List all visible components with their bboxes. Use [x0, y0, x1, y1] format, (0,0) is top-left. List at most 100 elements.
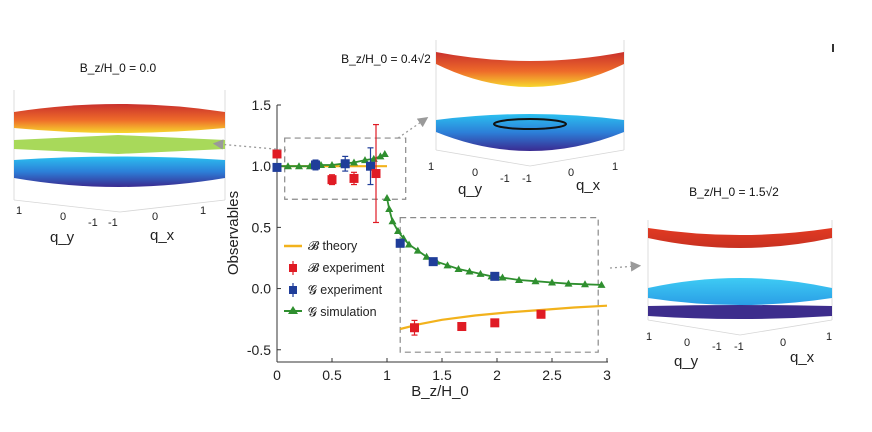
b-experiment-point — [536, 309, 546, 319]
arrow-to-left-inset — [212, 139, 287, 151]
left-tick-3: -1 — [88, 217, 98, 229]
simulation-point — [380, 149, 389, 157]
right-tick-6: 1 — [826, 331, 832, 343]
y-tick-label: 1.0 — [252, 158, 272, 174]
simulation-point — [350, 158, 358, 166]
right-lower-band — [648, 305, 832, 319]
arrow-to-right-inset — [609, 261, 642, 272]
top-tick-5: 0 — [568, 167, 574, 179]
b-experiment-series — [272, 123, 546, 336]
top-tick-3: -1 — [500, 173, 510, 185]
b-experiment-point — [490, 318, 500, 328]
simulation-point — [328, 160, 336, 168]
simulation-point — [465, 267, 474, 275]
right-middle-band — [648, 278, 832, 305]
right-upper-band — [648, 228, 832, 248]
simulation-point — [597, 280, 606, 288]
g-experiment-point — [366, 161, 375, 171]
legend-b-exp-swatch — [289, 264, 297, 272]
b-experiment-point — [349, 173, 359, 183]
g-experiment-point — [490, 271, 500, 281]
top-tick-4: -1 — [522, 173, 532, 185]
left-qy-label: q_y — [50, 229, 75, 246]
simulation-point — [476, 269, 485, 277]
left-middle-plane — [14, 135, 225, 154]
legend-b-exp-label: 𝓑 experiment — [308, 261, 385, 275]
simulation-point — [295, 162, 303, 170]
y-tick-label: 0.5 — [252, 219, 272, 235]
x-tick-label: 2.5 — [542, 367, 562, 383]
x-tick-label: 3 — [603, 367, 611, 383]
top-tick-6: 1 — [612, 161, 618, 173]
y-tick-label: 0.0 — [252, 281, 272, 297]
g-experiment-point — [311, 160, 320, 170]
legend-theory-label: 𝓑 theory — [308, 239, 358, 253]
b-experiment-point — [410, 323, 419, 333]
axis-ticks: 0 0.5 1 1.5 2 2.5 3 1.5 1.0 0.5 0.0 -0.5 — [247, 97, 611, 383]
b-experiment-point — [371, 169, 381, 179]
simulation-point — [498, 273, 507, 281]
edge-mark — [832, 44, 834, 52]
x-tick-label: 2 — [493, 367, 501, 383]
x-tick-label: 0 — [273, 367, 281, 383]
legend-g-exp-label: 𝓖 experiment — [308, 283, 383, 297]
top-qy-label: q_y — [458, 181, 483, 198]
x-axis-label: B_z/H_0 — [411, 383, 469, 400]
left-lower-band — [14, 156, 225, 187]
y-tick-label: -0.5 — [247, 342, 271, 358]
g-experiment-point — [272, 162, 282, 172]
x-tick-label: 1 — [383, 367, 391, 383]
left-qx-label: q_x — [150, 227, 175, 244]
top-inset-title: B_z/H_0 = 0.4√2 — [341, 52, 431, 66]
left-tick-6: 1 — [200, 205, 206, 217]
simulation-point — [284, 162, 292, 170]
right-inset-title: B_z/H_0 = 1.5√2 — [689, 185, 779, 199]
top-inset: B_z/H_0 = 0.4√2 1 0 -1 -1 0 1 q_y q_x — [341, 40, 625, 198]
simulation-point — [454, 264, 463, 272]
simulation-point — [422, 252, 431, 260]
simulation-point — [388, 217, 397, 225]
legend-sim-swatch — [288, 306, 298, 314]
simulation-point — [515, 276, 523, 284]
simulation-point — [581, 280, 589, 288]
right-qy-label: q_y — [674, 353, 699, 370]
theory-line — [399, 304, 608, 331]
legend-g-exp-swatch — [289, 286, 297, 294]
simulation-point — [564, 279, 573, 287]
simulation-point — [385, 205, 394, 213]
x-tick-label: 1.5 — [432, 367, 452, 383]
right-tick-2: 0 — [684, 337, 690, 349]
top-tick-2: 0 — [472, 167, 478, 179]
g-experiment-point — [340, 159, 350, 169]
left-tick-4: -1 — [108, 217, 118, 229]
b-experiment-point — [327, 175, 337, 185]
simulation-point — [376, 152, 385, 160]
left-upper-band — [14, 104, 225, 133]
y-axis-label: Observables — [225, 191, 242, 275]
right-tick-1: 1 — [646, 331, 652, 343]
simulation-point — [443, 261, 452, 269]
top-lower-band — [436, 114, 624, 151]
b-experiment-point — [457, 322, 467, 332]
right-inset: B_z/H_0 = 1.5√2 1 0 -1 -1 0 1 q_y q_x — [646, 185, 833, 370]
right-tick-5: 0 — [780, 337, 786, 349]
b-experiment-point — [272, 149, 282, 159]
arrow-to-top-inset — [397, 117, 429, 139]
right-tick-4: -1 — [734, 341, 744, 353]
g-experiment-point — [428, 257, 438, 267]
y-tick-label: 1.5 — [252, 97, 272, 113]
top-ring — [493, 118, 567, 130]
simulation-point — [394, 227, 402, 235]
g-experiment-point — [395, 238, 405, 248]
left-tick-2: 0 — [60, 211, 66, 223]
g-experiment-series — [272, 147, 500, 281]
simulation-point — [548, 278, 556, 286]
right-tick-3: -1 — [712, 341, 722, 353]
main-plot: 0 0.5 1 1.5 2 2.5 3 1.5 1.0 0.5 0.0 -0.5 B_z/H_0 Ob… — [225, 97, 611, 400]
connector-arrows — [212, 117, 642, 272]
simulation-point — [413, 246, 422, 254]
x-tick-label: 0.5 — [322, 367, 342, 383]
top-tick-1: 1 — [428, 161, 434, 173]
top-qx-label: q_x — [576, 177, 601, 194]
